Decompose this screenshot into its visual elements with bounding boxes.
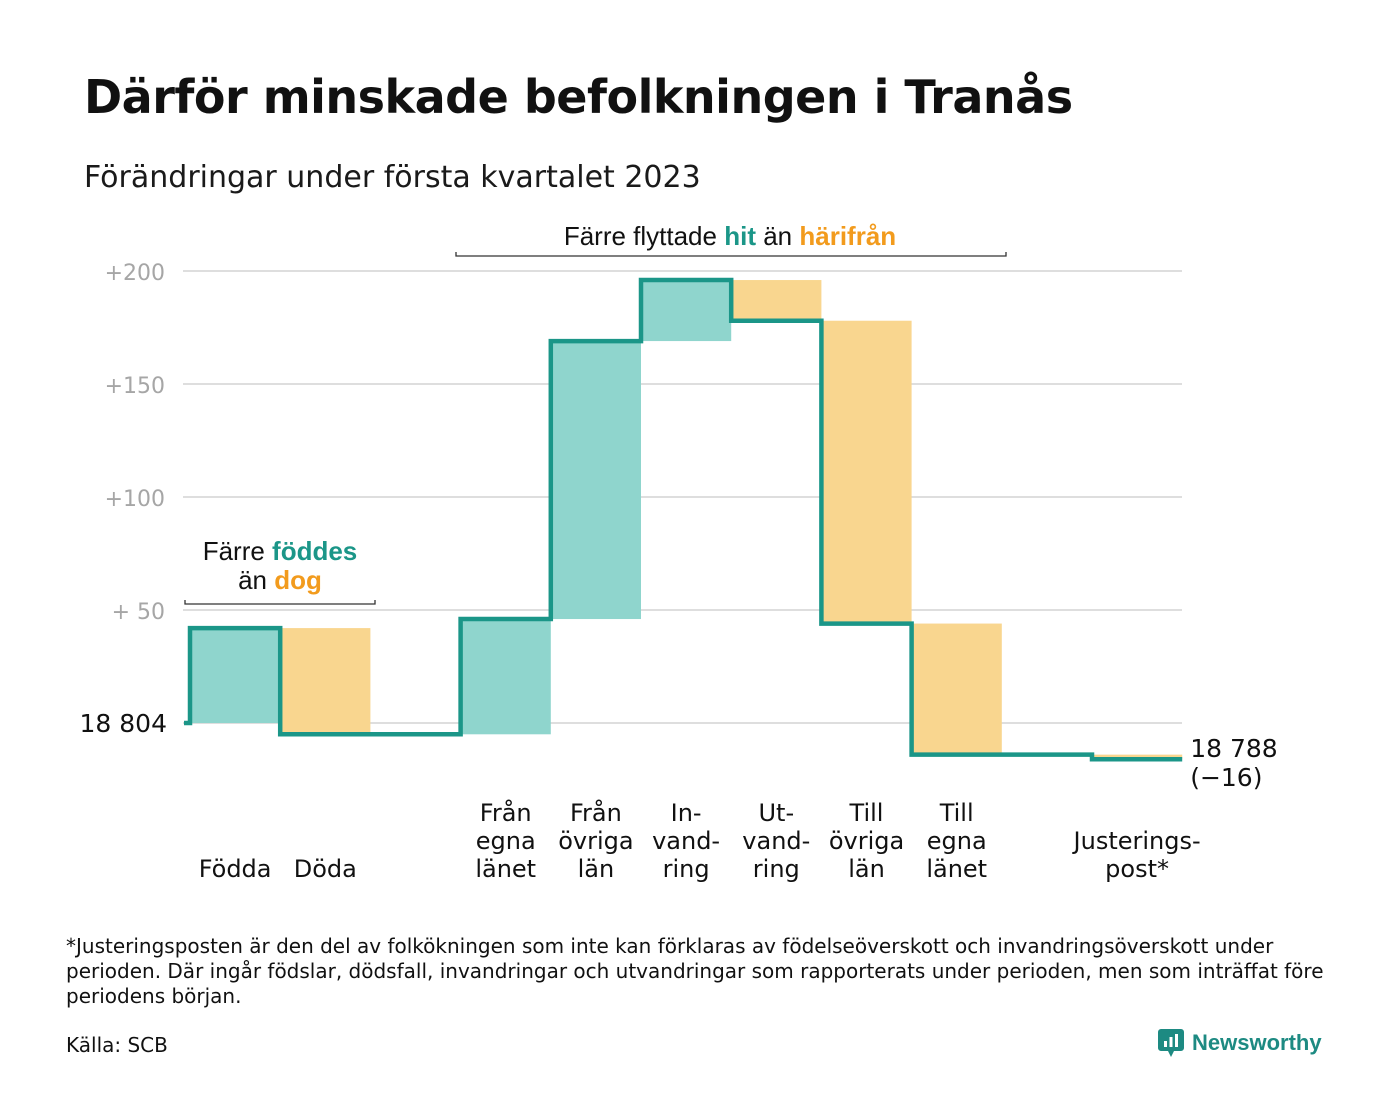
waterfall-bar [190,628,281,723]
annotation-births-line2: än dog [238,565,322,595]
waterfall-bar [731,280,822,321]
category-label: Från [570,798,622,827]
annotation-text: Färre flyttade [564,221,724,251]
y-tick-label: +150 [105,374,165,399]
end-value-label: 18 788 [1190,734,1277,763]
y-tick-label: + 50 [112,600,165,625]
start-value-label: 18 804 [80,709,167,738]
newsworthy-logo: Newsworthy [1158,1028,1322,1058]
waterfall-bar [460,619,551,735]
category-label: post* [1105,855,1169,883]
chart-subtitle: Förändringar under första kvartalet 2023 [84,160,701,195]
annotation-migration: Färre flyttade hit än härifrån [564,221,896,251]
waterfall-bar [641,280,732,342]
y-tick-label: +200 [105,261,165,286]
category-label: Justerings- [1072,827,1201,855]
waterfall-bar [821,320,912,624]
annotation-highlight-born: föddes [272,536,357,566]
annotation-bracket-births [184,600,376,605]
category-label: Födda [199,855,272,883]
waterfall-bar [911,623,1002,755]
annotation-highlight-here: hit [724,221,756,251]
category-label: vand- [652,827,720,855]
category-label: ring [663,855,710,883]
annotation-text: än [238,565,274,595]
annotation-text: Färre [203,536,272,566]
annotation-highlight-died: dog [274,565,322,595]
newsworthy-logo-icon [1158,1029,1184,1057]
category-label: ring [753,855,800,883]
chart-title: Därför minskade befolkningen i Tranås [84,70,1073,124]
category-label: län [848,855,885,883]
category-label: Till [849,799,884,827]
category-label: egna [927,827,987,855]
category-label: egna [476,827,536,855]
category-label: vand- [742,827,810,855]
category-label: Döda [294,855,357,883]
waterfall-bar [280,628,371,735]
category-label: övriga [558,827,633,855]
footnote: *Justeringsposten är den del av folkökni… [66,934,1324,1008]
annotation-text: än [756,221,799,251]
category-label: län [578,855,615,883]
category-label: In- [671,799,702,827]
source-label: Källa: SCB [66,1033,168,1057]
annotation-births-line1: Färre föddes [203,536,358,566]
category-label: Från [480,798,532,827]
annotation-highlight-away: härifrån [799,221,896,251]
waterfall-bar [1092,754,1183,760]
category-label: övriga [829,827,904,855]
category-label: Till [939,799,974,827]
annotation-bracket-migration [455,252,1007,257]
category-label: länet [926,855,987,883]
waterfall-bar [550,341,641,620]
category-label: länet [475,855,536,883]
brand-name: Newsworthy [1192,1030,1322,1055]
y-tick-label: +100 [105,487,165,512]
running-total-line [184,277,1183,762]
category-label: Ut- [758,799,794,827]
end-value-label: (−16) [1190,763,1262,792]
